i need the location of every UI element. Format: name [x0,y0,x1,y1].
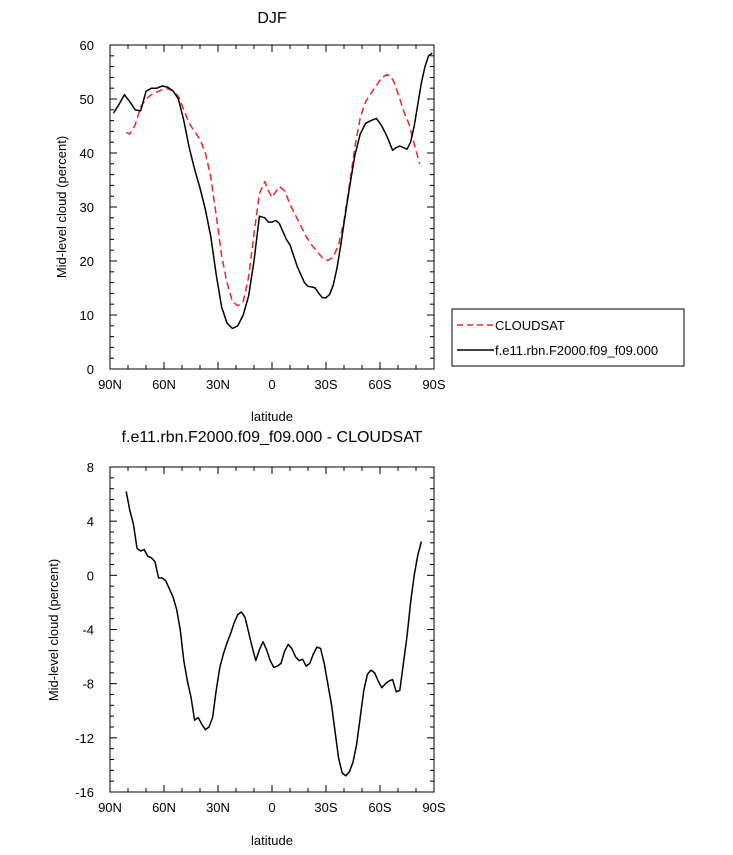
bottom-x-tick-label: 60N [152,800,176,815]
bottom-y-tick-label: -4 [82,623,94,638]
bottom-plot-title: f.e11.rbn.F2000.f09_f09.000 - CLOUDSAT [122,429,423,446]
top-x-tick-label: 30N [206,377,230,392]
bottom-y-tick-label: 4 [87,514,94,529]
top-y-axis-title: Mid-level cloud (percent) [54,136,69,278]
bottom-x-tick-label: 90N [98,800,122,815]
top-x-tick-label: 90N [98,377,122,392]
top-series-line-f-e11-rbn-f2000-f09-f09-000 [112,52,433,330]
top-plot-frame [109,44,435,370]
top-x-tick-label: 90S [422,377,445,392]
bottom-panel: f.e11.rbn.F2000.f09_f09.000 - CLOUDSAT l… [46,429,446,848]
bottom-series-line-difference [125,491,423,777]
top-panel: DJF latitude Mid-level cloud (percent) 9… [54,10,685,424]
bottom-y-tick-label: -8 [82,677,94,692]
legend: CLOUDSAT f.e11.rbn.F2000.f09_f09.000 [451,308,685,367]
bottom-y-tick-label: 0 [87,568,94,583]
legend-entry-cloudsat: CLOUDSAT [495,318,565,333]
bottom-x-axis-title: latitude [251,833,293,848]
bottom-x-tick-label: 30S [314,800,337,815]
bottom-y-tick-label: -16 [75,785,94,800]
top-x-axis-title: latitude [251,409,293,424]
bottom-x-tick-label: 60S [368,800,391,815]
bottom-x-tick-label: 0 [268,800,275,815]
top-y-tick-label: 40 [80,146,94,161]
bottom-x-tick-label: 30N [206,800,230,815]
bottom-y-axis-title: Mid-level cloud (percent) [46,559,61,701]
top-series-line-cloudsat [125,73,421,307]
top-x-tick-label: 60S [368,377,391,392]
bottom-y-tick-label: 8 [87,460,94,475]
top-x-tick-label: 0 [268,377,275,392]
top-y-tick-label: 0 [87,362,94,377]
top-y-tick-label: 20 [80,254,94,269]
top-y-tick-label: 30 [80,200,94,215]
top-y-tick-label: 50 [80,92,94,107]
top-y-tick-label: 60 [80,38,94,53]
bottom-plot-frame [109,466,435,793]
top-plot-title: DJF [257,10,287,27]
top-y-tick-label: 10 [80,308,94,323]
bottom-y-tick-label: -12 [75,731,94,746]
legend-box [451,308,685,367]
legend-entry-model: f.e11.rbn.F2000.f09_f09.000 [495,343,658,358]
bottom-x-tick-label: 90S [422,800,445,815]
top-x-tick-label: 30S [314,377,337,392]
top-x-tick-label: 60N [152,377,176,392]
